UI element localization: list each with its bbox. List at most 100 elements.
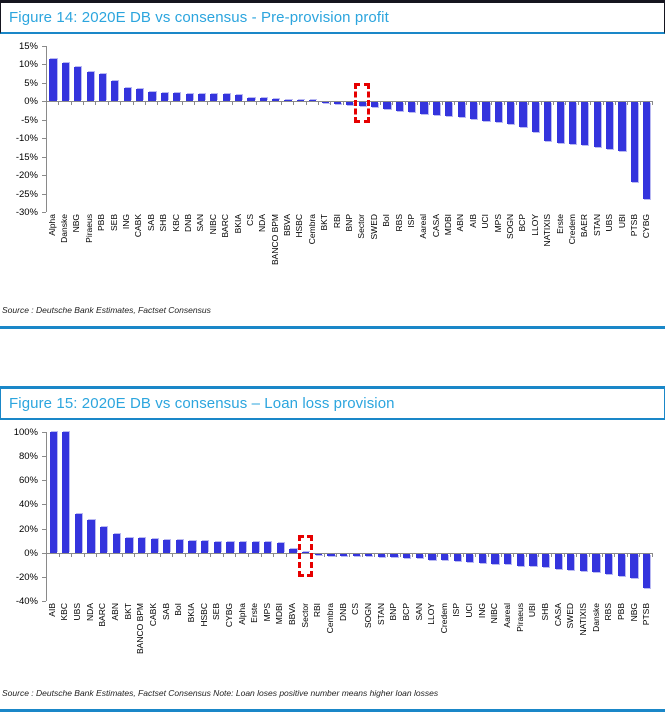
figure-14-header: Figure 14: 2020E DB vs consensus - Pre-p…: [0, 0, 665, 34]
x-axis-label: LLOY: [426, 603, 437, 625]
x-axis-tick: [146, 553, 148, 557]
x-axis-tick: [601, 553, 603, 557]
x-axis-label: SOGN: [362, 603, 373, 629]
bar-boi: [383, 102, 391, 109]
x-axis-label: DNB: [182, 214, 193, 232]
x-axis-tick: [503, 102, 505, 106]
x-axis-label: Sector: [356, 214, 367, 239]
y-axis-label: -30%: [15, 207, 38, 218]
x-axis-label: Danske: [590, 603, 601, 632]
x-axis-tick: [392, 102, 394, 106]
y-axis-tick: [42, 46, 46, 47]
bar-san: [415, 553, 423, 559]
x-axis-label: SHB: [540, 603, 550, 621]
bar-piraeus: [86, 71, 94, 102]
bar-lloy: [428, 553, 436, 560]
x-axis-label: CS: [244, 214, 255, 226]
y-axis-tick: [42, 480, 46, 482]
x-axis-label: UBS: [604, 214, 615, 232]
x-axis-label: BBVA: [282, 214, 293, 237]
bar-nibc: [210, 93, 218, 102]
y-axis-label: -20%: [15, 170, 38, 182]
bar-mps: [494, 102, 502, 122]
bar-kbc: [173, 93, 181, 102]
bar-rbs: [605, 553, 613, 574]
y-axis: 100% 80% 60% 40% 20% 0% -20% -40%: [0, 420, 44, 607]
bar-pbb: [98, 74, 107, 102]
y-axis-tick: [42, 101, 46, 103]
x-axis-label: BKIA: [232, 214, 243, 234]
x-axis-label: CASA: [552, 603, 563, 627]
bar-shb: [160, 92, 168, 102]
x-axis-tick: [602, 102, 604, 106]
y-axis-label: -25%: [15, 188, 38, 200]
x-axis-tick: [46, 553, 47, 557]
x-axis-label: SAB: [160, 603, 171, 621]
x-axis-tick: [323, 553, 325, 557]
bar-chart-loan-loss-provision: 100% 80% 60% 40% 20% 0% -20% -40% AIB KBC UBS NDA BA…: [0, 420, 665, 679]
y-axis-label: 20%: [18, 523, 38, 535]
figure-15-source: Source : Deutsche Bank Estimates, Factse…: [2, 688, 439, 698]
x-axis-label: Aareal: [418, 214, 429, 239]
bar-alpha: [49, 58, 57, 102]
bar-lloy: [531, 102, 539, 133]
x-axis-label: CASA: [430, 214, 441, 238]
x-axis-tick: [551, 553, 552, 557]
bar-swed: [371, 102, 379, 108]
x-axis-tick: [500, 553, 502, 557]
x-axis-label: Cembra: [306, 214, 317, 245]
x-axis-tick: [454, 102, 456, 106]
x-axis-tick: [639, 102, 641, 106]
x-axis-label: BKT: [319, 214, 330, 231]
x-axis-tick: [399, 553, 401, 557]
x-axis-label: NDA: [84, 603, 95, 621]
x-axis-tick: [58, 102, 60, 106]
x-axis-tick: [96, 553, 98, 557]
x-axis-tick: [280, 102, 282, 106]
x-axis-label: SEB: [211, 603, 222, 621]
x-axis-label: Sector: [299, 603, 310, 628]
bar-nda: [259, 98, 267, 102]
x-axis-tick: [159, 553, 161, 557]
x-axis-label: SWED: [565, 603, 576, 629]
x-axis-label: BANCO BPM: [135, 603, 146, 655]
bar-nda: [87, 520, 95, 553]
x-axis-label: BNP: [344, 214, 354, 232]
x-axis-label: RBS: [393, 214, 404, 232]
bar-isp: [408, 102, 416, 113]
x-axis-labels: Alpha Danske NBG Piraeus PBB SEB ING CABK SAB SHB…: [46, 212, 653, 296]
x-axis-label: BKT: [122, 603, 133, 620]
x-axis-tick: [222, 553, 224, 557]
x-axis-label: NIBC: [489, 603, 500, 624]
bar-ptsb: [642, 553, 651, 588]
x-axis-label: NATIXIS: [577, 603, 588, 636]
x-axis-tick: [172, 553, 174, 557]
y-axis-tick: [42, 119, 46, 121]
bar-natixis: [579, 553, 588, 571]
bar-uci: [482, 102, 490, 121]
x-axis-tick: [563, 553, 565, 557]
x-axis-label: Danske: [59, 214, 70, 243]
x-axis-tick: [109, 553, 111, 557]
y-axis-label: -5%: [21, 114, 38, 126]
x-axis-tick: [374, 553, 376, 557]
y-axis-label: -15%: [15, 151, 38, 163]
figure-15-title: Figure 15: 2020E DB vs consensus – Loan …: [9, 395, 395, 412]
x-axis-tick: [449, 553, 451, 557]
y-axis-label: 15%: [18, 41, 38, 52]
x-axis-tick: [210, 553, 212, 557]
bar-shb: [541, 553, 550, 568]
bar-uci: [466, 553, 474, 563]
bar-aareal: [504, 553, 512, 565]
x-axis-label: UBI: [527, 603, 538, 618]
bar-danske: [592, 553, 600, 573]
x-axis-tick: [134, 553, 136, 557]
x-axis-label: NBG: [71, 214, 82, 233]
x-axis-tick: [182, 102, 184, 106]
y-axis-tick: [42, 504, 46, 506]
x-axis-tick: [231, 102, 233, 106]
x-axis-tick: [424, 553, 426, 557]
x-axis-label: MPS: [492, 214, 503, 233]
bar-seb: [213, 541, 221, 553]
y-axis-label: -20%: [15, 571, 38, 583]
